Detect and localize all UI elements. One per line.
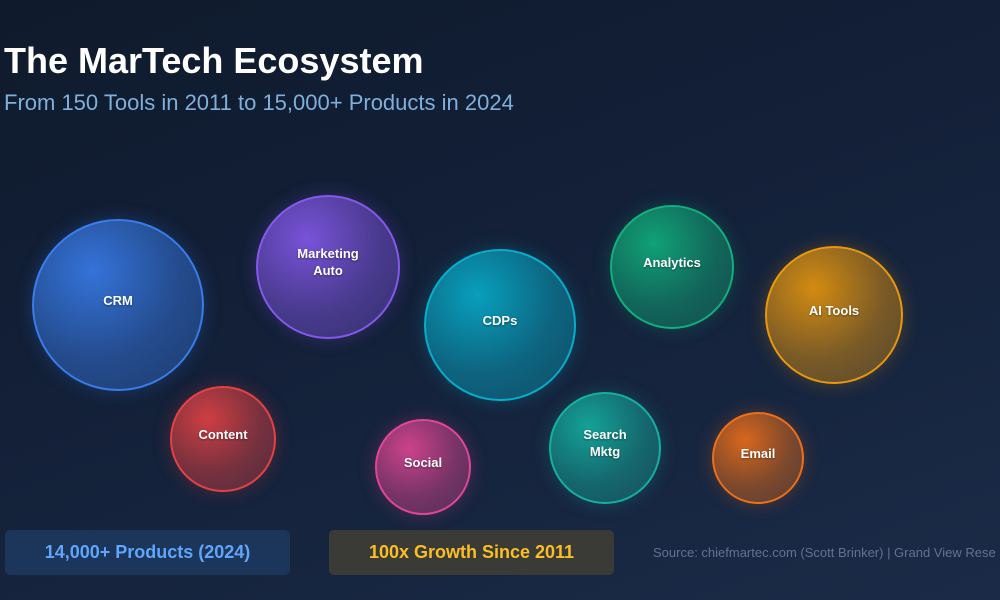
bubble-label: Analytics	[643, 254, 701, 270]
bubble-cdps: CDPs	[424, 249, 576, 401]
bubble-label: CRM	[103, 292, 133, 308]
growth-stat-box: 100x Growth Since 2011	[329, 530, 614, 575]
page-subtitle: From 150 Tools in 2011 to 15,000+ Produc…	[4, 90, 514, 115]
stat-label: 14,000+ Products (2024)	[44, 542, 251, 562]
bubble-social: Social	[375, 419, 471, 515]
bubble-label: Email	[740, 445, 776, 461]
bubble-ai-tools: AI Tools	[765, 246, 903, 384]
bubble-marketing-auto: Marketing Auto	[256, 195, 400, 339]
bubble-label: CDPs	[482, 312, 518, 328]
bubble-label: Social	[403, 454, 443, 470]
bubble-content: Content	[170, 386, 276, 492]
bubble-label: Marketing Auto	[297, 246, 359, 278]
bubble-search-mktg: Search Mktg	[549, 392, 661, 504]
bubble-analytics: Analytics	[610, 205, 734, 329]
bubble-crm: CRM	[32, 219, 204, 391]
page-title: The MarTech Ecosystem	[4, 40, 424, 81]
bubble-email: Email	[712, 412, 804, 504]
source-citation: Source: chiefmartec.com (Scott Brinker) …	[653, 545, 996, 560]
bubble-label: AI Tools	[808, 302, 860, 318]
products-stat-box: 14,000+ Products (2024)	[5, 530, 290, 575]
stat-label: 100x Growth Since 2011	[368, 542, 575, 562]
bubble-label: Content	[198, 426, 248, 442]
bubble-label: Search Mktg	[583, 427, 627, 459]
